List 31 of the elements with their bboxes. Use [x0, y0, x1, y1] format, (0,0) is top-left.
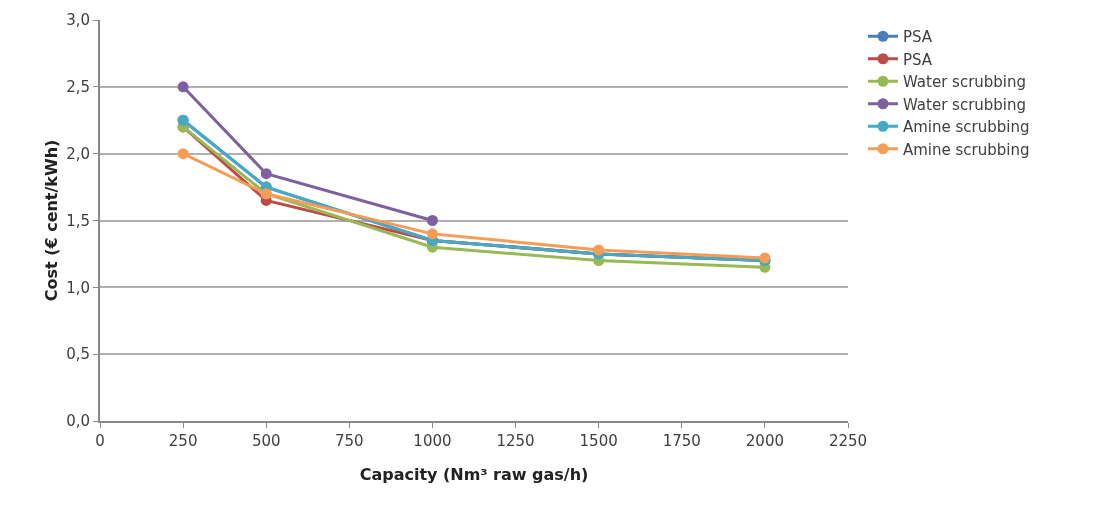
x-tick-label: 1250: [496, 432, 535, 450]
legend-label: Amine scrubbing: [902, 140, 1030, 159]
y-axis-title: Cost (€ cent/kWh): [42, 139, 61, 302]
x-tick-label: 1000: [413, 432, 452, 450]
point: [593, 244, 605, 256]
y-tick-label: 1,5: [66, 211, 90, 230]
x-tick-label: 2000: [745, 432, 784, 450]
x-tick-label: 2250: [828, 432, 868, 450]
x-tick-label: 0: [95, 432, 105, 450]
point: [177, 81, 189, 93]
y-tick-label: 0,0: [66, 412, 90, 431]
y-tick-label: 2,0: [66, 144, 90, 163]
x-axis-title: Capacity (Nm³ raw gas/h): [359, 465, 589, 484]
x-tick-label: 250: [168, 432, 198, 450]
legend-label: Amine scrubbing: [902, 118, 1030, 137]
point: [177, 148, 189, 160]
legend-label: Water scrubbing: [902, 95, 1027, 114]
y-tick-label: 2,5: [66, 78, 90, 97]
legend-label: PSA: [902, 28, 933, 47]
x-tick-label: 500: [251, 432, 281, 450]
point: [426, 228, 438, 240]
point: [260, 168, 272, 180]
y-tick-label: 0,5: [66, 345, 90, 364]
legend-label: Water scrubbing: [902, 73, 1027, 92]
legend-label: PSA: [902, 50, 933, 69]
y-tick-label: 1,0: [66, 278, 90, 297]
y-tick-label: 3,0: [66, 11, 90, 30]
point: [426, 215, 438, 226]
x-tick-label: 1750: [662, 432, 701, 450]
x-tick-label: 1500: [579, 432, 618, 450]
x-tick-label: 750: [335, 432, 364, 450]
